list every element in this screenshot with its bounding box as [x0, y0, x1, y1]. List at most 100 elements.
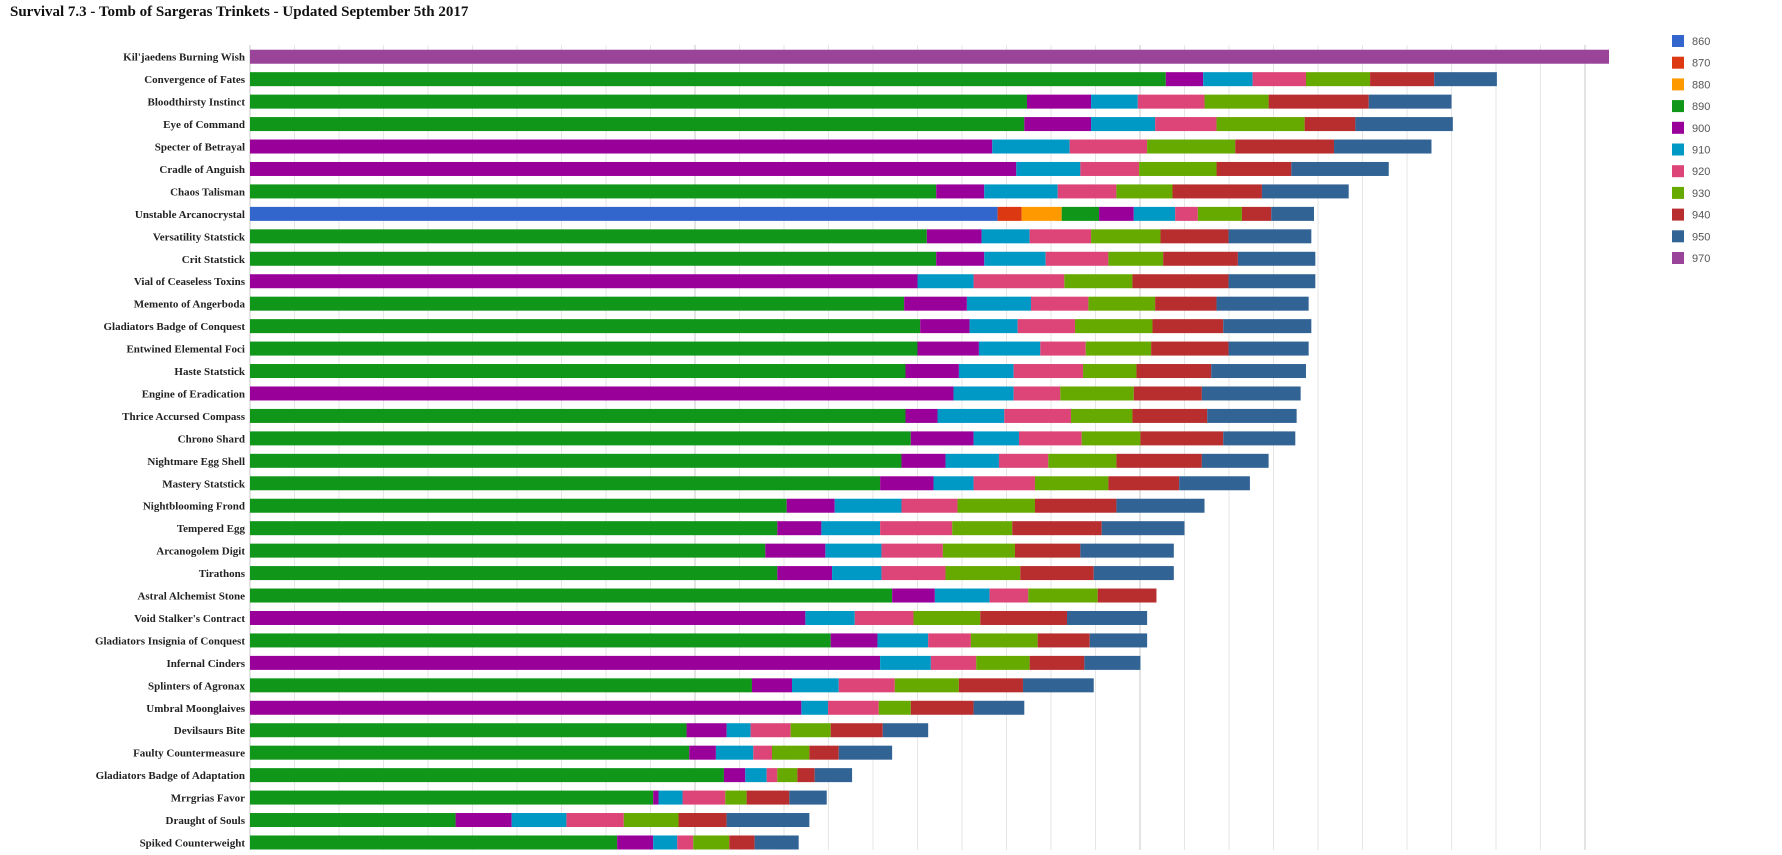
legend-label: 860 [1692, 36, 1710, 48]
category-label: Kil'jaedens Burning Wish [123, 52, 245, 64]
bar-segment-900 [892, 588, 935, 603]
bar-segment-900 [1026, 94, 1092, 109]
bar-segment-890 [250, 521, 778, 536]
bar-segment-910 [1091, 94, 1138, 109]
bar-segment-900 [936, 184, 985, 199]
bar-segment-910 [984, 184, 1058, 199]
bar-segment-930 [790, 723, 831, 738]
bar-segment-940 [1163, 251, 1238, 266]
bar-segment-950 [1179, 476, 1250, 491]
bar-segment-900 [777, 521, 822, 536]
bar-segment-920 [1155, 117, 1217, 132]
bar-row [250, 251, 1316, 266]
bar-segment-930 [942, 543, 1015, 558]
bar-row [250, 319, 1312, 334]
category-label: Gladiators Insignia of Conquest [95, 635, 245, 647]
bar-segment-940 [1133, 386, 1202, 401]
bar-segment-890 [250, 835, 618, 850]
legend-label: 950 [1692, 231, 1710, 243]
bar-segment-890 [250, 476, 881, 491]
bar-segment-940 [797, 768, 815, 783]
legend-label: 890 [1692, 101, 1710, 113]
bar-segment-900 [920, 319, 970, 334]
bar-segment-910 [958, 364, 1014, 379]
bars [250, 49, 1610, 850]
bar-segment-890 [250, 431, 911, 446]
bar-segment-950 [1101, 521, 1185, 536]
bar-segment-890 [250, 94, 1027, 109]
bar-segment-900 [250, 386, 954, 401]
bar-segment-930 [1075, 319, 1153, 334]
bar-segment-930 [1139, 161, 1217, 176]
bar-segment-950 [814, 768, 853, 783]
bar-segment-860 [250, 206, 998, 221]
bar-segment-930 [1204, 94, 1269, 109]
bar-segment-890 [250, 566, 778, 581]
bar-segment-920 [766, 768, 778, 783]
bar-segment-920 [1137, 94, 1205, 109]
bar-segment-870 [997, 206, 1022, 221]
bar-segment-920 [881, 543, 943, 558]
legend-label: 910 [1692, 145, 1710, 157]
legend-item: 920 [1672, 165, 1710, 178]
legend-item: 910 [1672, 143, 1710, 157]
bar-segment-910 [966, 296, 1031, 311]
category-label: Unstable Arcanocrystal [135, 209, 245, 221]
bar-segment-910 [917, 274, 974, 289]
bar-segment-890 [250, 453, 902, 468]
bar-segment-970 [250, 49, 1610, 64]
bar-row [250, 453, 1269, 468]
bar-segment-940 [1012, 521, 1102, 536]
bar-segment-950 [1093, 566, 1174, 581]
bar-segment-950 [1291, 161, 1389, 176]
bar-segment-930 [771, 745, 810, 760]
bar-segment-930 [976, 655, 1030, 670]
bar-segment-950 [726, 813, 810, 828]
bar-segment-900 [1024, 117, 1092, 132]
bar-segment-940 [809, 745, 839, 760]
bar-segment-910 [973, 431, 1019, 446]
bar-row [250, 835, 799, 850]
bar-segment-910 [801, 700, 829, 715]
legend-item: 890 [1672, 100, 1710, 113]
bar-row [250, 768, 853, 783]
bar-segment-890 [250, 341, 918, 356]
bar-segment-910 [834, 498, 902, 513]
bar-segment-890 [250, 768, 724, 783]
bar-row [250, 476, 1250, 491]
bar-segment-930 [1305, 72, 1371, 87]
bar-segment-940 [1020, 566, 1094, 581]
bar-segment-900 [765, 543, 826, 558]
bar-row [250, 813, 810, 828]
bar-segment-930 [1028, 588, 1098, 603]
bar-row [250, 364, 1306, 379]
legend-swatch [1672, 121, 1684, 134]
bar-segment-890 [250, 745, 690, 760]
bar-segment-930 [1071, 408, 1133, 423]
bar-segment-900 [917, 341, 979, 356]
legend-swatch [1672, 100, 1684, 113]
category-label: Bloodthirsty Instinct [148, 97, 246, 109]
bar-segment-940 [980, 610, 1068, 625]
bar-segment-920 [1045, 251, 1109, 266]
category-label: Umbral Moonglaives [146, 703, 245, 715]
bar-segment-910 [937, 408, 1005, 423]
bar-segment-910 [1091, 117, 1156, 132]
category-label: Eye of Command [163, 119, 245, 131]
bar-segment-910 [1203, 72, 1253, 87]
bar-segment-940 [1037, 633, 1090, 648]
bar-segment-890 [250, 543, 766, 558]
bar-segment-910 [934, 588, 990, 603]
bar-segment-950 [1237, 251, 1316, 266]
bar-segment-910 [933, 476, 974, 491]
bar-segment-900 [936, 251, 985, 266]
bar-segment-920 [566, 813, 624, 828]
bar-segment-930 [623, 813, 679, 828]
bar-segment-920 [753, 745, 772, 760]
bar-segment-890 [250, 117, 1025, 132]
legend: 860 870 880 890 900 910 920 930 940 950 970 [1672, 35, 1710, 265]
legend-label: 870 [1692, 58, 1710, 70]
bar-row [250, 543, 1174, 558]
bar-segment-950 [789, 790, 827, 805]
bar-segment-930 [1088, 296, 1156, 311]
